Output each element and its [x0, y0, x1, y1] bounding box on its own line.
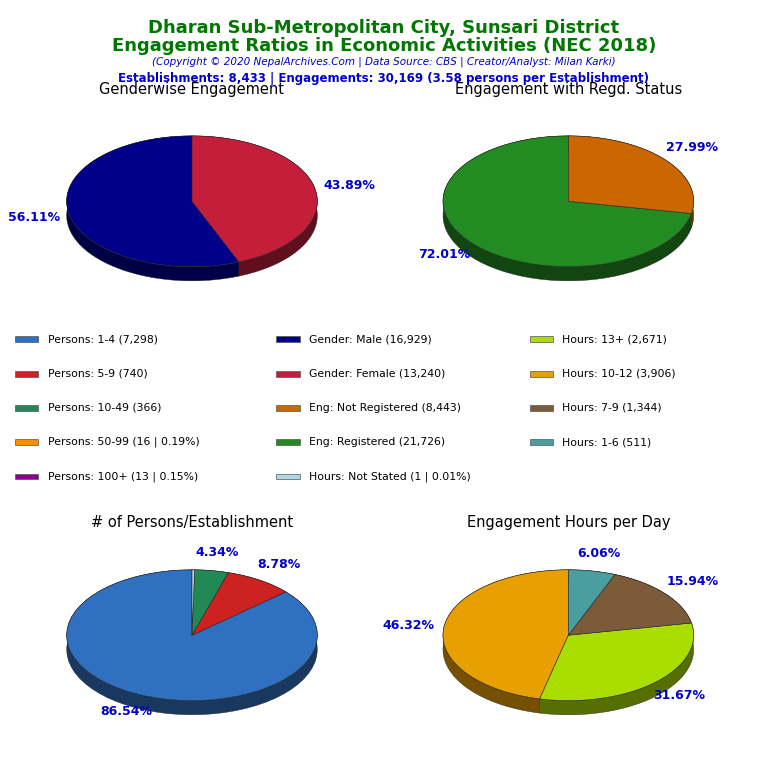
Bar [530, 439, 553, 445]
Text: 27.99%: 27.99% [666, 141, 718, 154]
Text: Hours: Not Stated (1 | 0.01%): Hours: Not Stated (1 | 0.01%) [309, 472, 471, 482]
Bar [15, 371, 38, 376]
Polygon shape [615, 574, 691, 637]
Text: 4.34%: 4.34% [196, 546, 239, 559]
Polygon shape [67, 136, 239, 281]
Bar [530, 371, 553, 376]
Bar [276, 405, 300, 411]
Text: 56.11%: 56.11% [8, 210, 61, 223]
Text: Persons: 1-4 (7,298): Persons: 1-4 (7,298) [48, 334, 157, 344]
Polygon shape [194, 570, 228, 587]
Text: 72.01%: 72.01% [419, 248, 471, 261]
Text: Persons: 100+ (13 | 0.15%): Persons: 100+ (13 | 0.15%) [48, 472, 198, 482]
Text: Hours: 13+ (2,671): Hours: 13+ (2,671) [562, 334, 667, 344]
Polygon shape [568, 570, 615, 588]
Polygon shape [540, 623, 694, 715]
Bar [15, 405, 38, 411]
Text: 86.54%: 86.54% [100, 705, 152, 718]
Bar [276, 439, 300, 445]
Polygon shape [443, 570, 568, 699]
Polygon shape [192, 570, 228, 635]
Text: (Copyright © 2020 NepalArchives.Com | Data Source: CBS | Creator/Analyst: Milan : (Copyright © 2020 NepalArchives.Com | Da… [152, 56, 616, 67]
Text: 46.32%: 46.32% [383, 619, 435, 632]
Bar [15, 439, 38, 445]
Polygon shape [192, 136, 317, 262]
Text: 15.94%: 15.94% [666, 575, 718, 588]
Text: Engagement Ratios in Economic Activities (NEC 2018): Engagement Ratios in Economic Activities… [112, 37, 656, 55]
Text: 31.67%: 31.67% [654, 689, 705, 702]
Text: Dharan Sub-Metropolitan City, Sunsari District: Dharan Sub-Metropolitan City, Sunsari Di… [148, 19, 620, 37]
Polygon shape [443, 136, 691, 266]
Text: Hours: 1-6 (511): Hours: 1-6 (511) [562, 437, 651, 447]
Title: Engagement with Regd. Status: Engagement with Regd. Status [455, 81, 682, 97]
Bar [276, 336, 300, 343]
Polygon shape [67, 570, 317, 715]
Polygon shape [443, 136, 691, 281]
Polygon shape [568, 574, 691, 635]
Text: Eng: Not Registered (8,443): Eng: Not Registered (8,443) [309, 403, 461, 413]
Polygon shape [443, 570, 568, 713]
Text: Persons: 50-99 (16 | 0.19%): Persons: 50-99 (16 | 0.19%) [48, 437, 200, 448]
Title: Engagement Hours per Day: Engagement Hours per Day [467, 515, 670, 531]
Text: 43.89%: 43.89% [323, 179, 376, 192]
Bar [530, 336, 553, 343]
Text: Eng: Registered (21,726): Eng: Registered (21,726) [309, 437, 445, 447]
Polygon shape [568, 136, 694, 214]
Bar [15, 474, 38, 479]
Text: Establishments: 8,433 | Engagements: 30,169 (3.58 persons per Establishment): Establishments: 8,433 | Engagements: 30,… [118, 72, 650, 85]
Bar [276, 474, 300, 479]
Polygon shape [228, 573, 286, 606]
Bar [530, 405, 553, 411]
Polygon shape [568, 570, 615, 635]
Text: 8.78%: 8.78% [257, 558, 300, 571]
Polygon shape [67, 570, 317, 700]
Bar [15, 336, 38, 343]
Title: Genderwise Engagement: Genderwise Engagement [100, 81, 284, 97]
Bar [276, 371, 300, 376]
Text: 6.06%: 6.06% [577, 547, 621, 560]
Polygon shape [192, 570, 194, 584]
Text: Persons: 5-9 (740): Persons: 5-9 (740) [48, 369, 147, 379]
Polygon shape [192, 136, 317, 276]
Text: Persons: 10-49 (366): Persons: 10-49 (366) [48, 403, 161, 413]
Title: # of Persons/Establishment: # of Persons/Establishment [91, 515, 293, 531]
Polygon shape [540, 623, 694, 700]
Text: Hours: 7-9 (1,344): Hours: 7-9 (1,344) [562, 403, 662, 413]
Polygon shape [192, 570, 194, 635]
Text: Gender: Female (13,240): Gender: Female (13,240) [309, 369, 445, 379]
Polygon shape [67, 136, 239, 266]
Polygon shape [192, 573, 286, 635]
Text: Gender: Male (16,929): Gender: Male (16,929) [309, 334, 432, 344]
Polygon shape [568, 136, 694, 227]
Text: Hours: 10-12 (3,906): Hours: 10-12 (3,906) [562, 369, 676, 379]
